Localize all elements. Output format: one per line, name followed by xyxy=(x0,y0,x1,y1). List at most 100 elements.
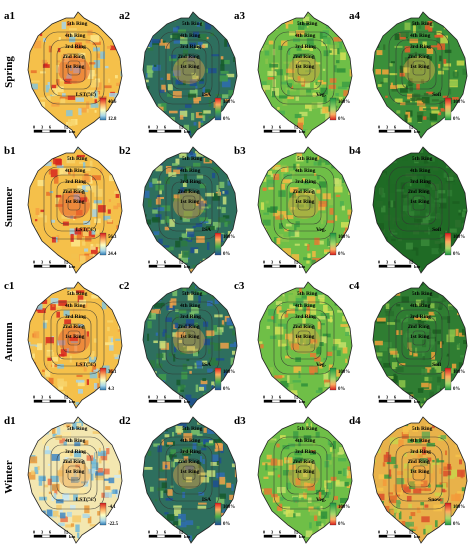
ring-road xyxy=(62,53,86,83)
ring-label: 5th Ring xyxy=(412,291,433,297)
ring-road xyxy=(401,316,437,360)
scale-bar-segment xyxy=(49,264,67,268)
scale-bar-segment xyxy=(41,129,51,133)
scale-bar-segment xyxy=(156,264,166,268)
ring-road xyxy=(280,309,328,367)
ring-road xyxy=(388,31,450,105)
legend-title: Soil xyxy=(432,92,441,98)
scale-bar-segment xyxy=(148,399,158,403)
scale-bar-segment xyxy=(156,129,166,133)
panel-id-label: a4 xyxy=(349,10,361,22)
ring-label: 3rd Ring xyxy=(65,179,86,185)
ring-label: 1st Ring xyxy=(410,334,430,340)
scale-bar-segment xyxy=(148,534,158,538)
scale-tick-label: 6 xyxy=(164,260,167,265)
boundary-outline xyxy=(27,281,123,409)
scale-tick-label: 6 xyxy=(279,125,282,130)
scale-tick-label: 0 xyxy=(33,125,36,130)
map-raster xyxy=(143,147,237,273)
ring-road xyxy=(67,60,81,76)
scale-tick-label: 12 xyxy=(179,530,184,535)
ring-label: 5th Ring xyxy=(182,21,203,27)
ring-road xyxy=(273,436,335,510)
ring-road xyxy=(297,195,311,211)
scale-bar-segment xyxy=(148,264,158,268)
ring-label: 1st Ring xyxy=(65,469,85,475)
ring-label: 5th Ring xyxy=(297,426,318,432)
boundary-outline xyxy=(372,11,468,139)
scale-unit: km xyxy=(299,129,306,134)
panel-id-label: d1 xyxy=(4,415,16,427)
scale-unit: km xyxy=(184,264,191,269)
ring-road xyxy=(43,166,105,240)
boundary-outline xyxy=(27,11,123,139)
ring-label: 2nd Ring xyxy=(293,459,315,465)
legend-title: LST(°C) xyxy=(76,91,96,98)
ring-road xyxy=(292,458,316,488)
map-raster xyxy=(28,282,122,408)
ring-label: 2nd Ring xyxy=(293,324,315,330)
scale-tick-label: 6 xyxy=(279,395,282,400)
ring-road xyxy=(286,181,322,225)
scale-tick-label: 12 xyxy=(409,125,414,130)
ring-road xyxy=(388,436,450,510)
legend-min: 0% xyxy=(338,387,345,392)
legend-max: 100% xyxy=(223,100,235,105)
boundary-outline xyxy=(27,416,123,544)
ring-label: 4th Ring xyxy=(180,438,201,444)
ring-label: 4th Ring xyxy=(295,168,316,174)
legend-colorbar xyxy=(329,97,337,121)
scale-tick-label: 0 xyxy=(33,395,36,400)
panel-id-label: a1 xyxy=(4,10,15,22)
ring-label: 1st Ring xyxy=(65,334,85,340)
map-panel-d2: d2 5th Ring 4th Ring 3rd Ring 2nd Ring 1st Ri… xyxy=(119,415,238,544)
scale-bar-segment xyxy=(378,129,388,133)
ring-label: 4th Ring xyxy=(65,168,86,174)
legend-max: 100% xyxy=(453,505,465,510)
legend-min: 24.4 xyxy=(108,252,117,257)
scale-tick-label: 12 xyxy=(179,395,184,400)
season-label: Spring xyxy=(3,56,15,88)
legend-colorbar xyxy=(444,232,452,256)
legend-min: 0% xyxy=(223,252,230,257)
ring-label: 4th Ring xyxy=(410,303,431,309)
scale-bar-segment xyxy=(386,399,396,403)
ring-road xyxy=(50,174,98,232)
scale-tick-label: 12 xyxy=(64,530,69,535)
ring-road xyxy=(407,323,431,353)
scale-bar-segment xyxy=(378,399,388,403)
legend-colorbar xyxy=(329,232,337,256)
ring-road xyxy=(56,316,92,360)
ring-label: 2nd Ring xyxy=(63,459,85,465)
legend-title: LST(°C) xyxy=(76,496,96,503)
legend-colorbar xyxy=(99,97,107,121)
legend-max: 100% xyxy=(223,505,235,510)
ring-label: 5th Ring xyxy=(297,291,318,297)
ring-road xyxy=(412,195,426,211)
panel-id-label: b2 xyxy=(119,145,131,157)
scale-tick-label: 3 xyxy=(386,260,389,265)
ring-road xyxy=(177,188,201,218)
scale-bar-segment xyxy=(148,129,158,133)
ring-label: 2nd Ring xyxy=(408,324,430,330)
map-panel-b3: b3 5th Ring 4th Ring 3rd Ring 2nd Ring 1st Ri… xyxy=(234,145,353,274)
scale-tick-label: 0 xyxy=(148,125,151,130)
ring-label: 3rd Ring xyxy=(180,44,201,50)
legend-title: Veg. xyxy=(316,92,327,98)
ring-label: 2nd Ring xyxy=(178,459,200,465)
scale-tick-label: 12 xyxy=(409,260,414,265)
ring-road xyxy=(280,444,328,502)
scale-unit: km xyxy=(184,534,191,539)
ring-road xyxy=(273,301,335,375)
scale-tick-label: 0 xyxy=(148,530,151,535)
ring-road xyxy=(56,451,92,495)
map-panel-d1: d1 5th Ring 4th Ring 3rd Ring 2nd Ring 1st Ri… xyxy=(4,415,123,544)
map-panel-b2: b2 5th Ring 4th Ring 3rd Ring 2nd Ring 1st Ri… xyxy=(119,145,238,274)
scale-tick-label: 3 xyxy=(386,125,389,130)
scale-bar-segment xyxy=(156,534,166,538)
legend-max: 100% xyxy=(338,235,350,240)
boundary-outline xyxy=(142,281,238,409)
legend-max: 36.1 xyxy=(108,370,117,375)
scale-unit: km xyxy=(414,129,421,134)
ring-label: 5th Ring xyxy=(67,426,88,432)
